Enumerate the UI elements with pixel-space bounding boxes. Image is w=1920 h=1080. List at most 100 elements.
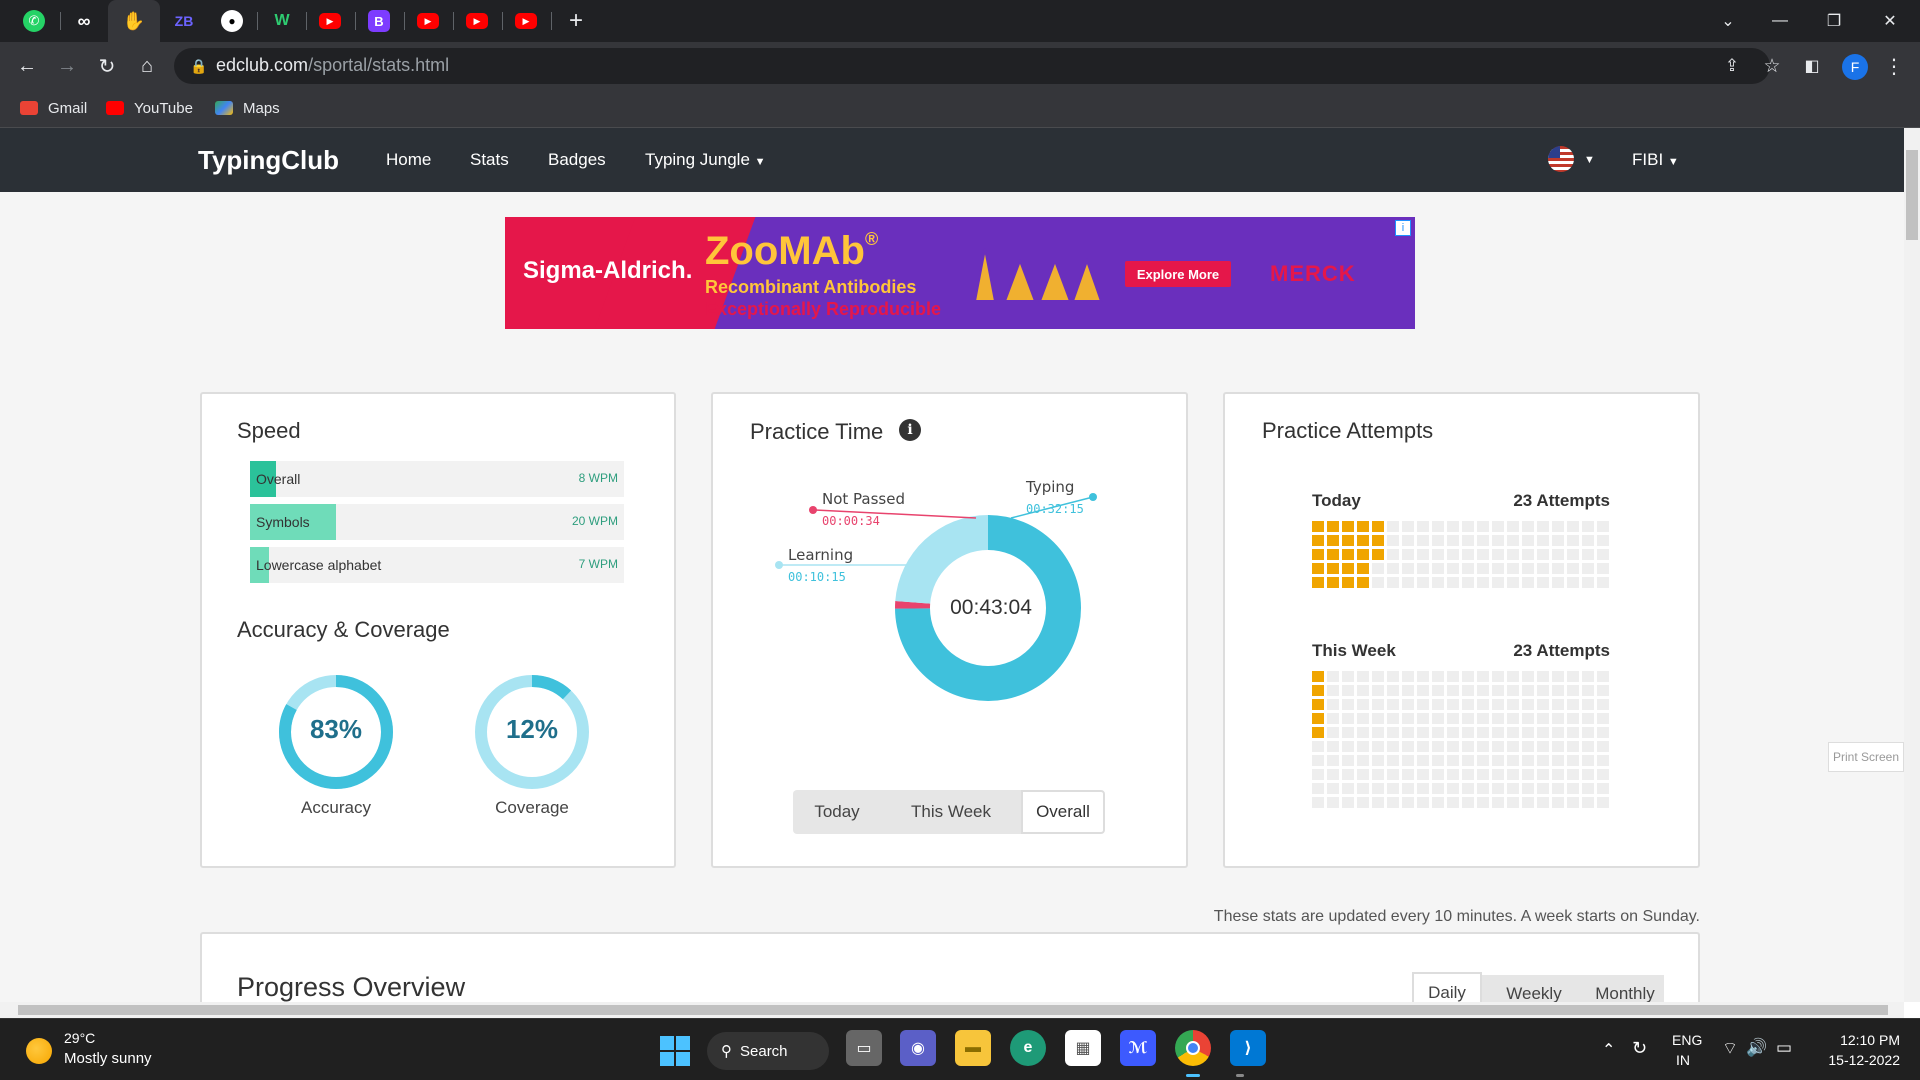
chevron-down-icon: ⌄	[1721, 13, 1735, 30]
attempt-cell	[1507, 521, 1519, 532]
ad-info-icon[interactable]: i	[1395, 220, 1411, 236]
attempt-cell	[1522, 671, 1534, 682]
taskbar-search[interactable]: ⚲ Search	[707, 1032, 829, 1070]
chrome-icon[interactable]	[1175, 1030, 1211, 1066]
new-tab-button[interactable]: +	[552, 0, 600, 42]
tab-overall[interactable]: Overall	[1021, 790, 1105, 834]
profile-avatar[interactable]: F	[1842, 54, 1868, 80]
practice-time-card	[711, 392, 1188, 868]
forward-button[interactable]: →	[51, 50, 83, 82]
donut-slice-learning[interactable]	[895, 515, 988, 604]
microsoft-store-icon[interactable]: ▦	[1065, 1030, 1101, 1066]
region-indicator[interactable]: IN	[1676, 1052, 1690, 1068]
clock-date[interactable]: 15-12-2022	[1828, 1052, 1900, 1068]
restore-button[interactable]: ❐	[1806, 0, 1862, 42]
tab-zb[interactable]: ZB	[160, 0, 208, 42]
weather-temp[interactable]: 29°C	[64, 1030, 96, 1046]
side-panel-button[interactable]: ◧	[1796, 50, 1828, 82]
task-view-icon[interactable]: ▭	[846, 1030, 882, 1066]
battery-icon[interactable]: ▭	[1776, 1038, 1793, 1057]
vertical-scrollbar[interactable]	[1904, 128, 1920, 1002]
tray-overflow-icon[interactable]: ⌃	[1602, 1042, 1616, 1059]
attempt-cell	[1492, 783, 1504, 794]
attempt-cell	[1402, 755, 1414, 766]
nav-stats[interactable]: Stats	[470, 150, 509, 169]
clock-time[interactable]: 12:10 PM	[1840, 1032, 1900, 1048]
tab-youtube-1[interactable]: ▶	[306, 0, 354, 42]
user-menu[interactable]: FIBI ▼	[1632, 150, 1679, 170]
tab-whatsapp[interactable]: ✆	[10, 0, 58, 42]
back-button[interactable]: ←	[11, 50, 43, 82]
vertical-scroll-thumb[interactable]	[1906, 150, 1918, 240]
home-button[interactable]: ⌂	[131, 50, 163, 82]
attempt-cell	[1552, 577, 1564, 588]
tab-youtube-4[interactable]: ▶	[502, 0, 550, 42]
ad-cta-button[interactable]: Explore More	[1125, 261, 1231, 287]
address-bar[interactable]	[174, 48, 1770, 84]
attempt-cell	[1537, 783, 1549, 794]
wifi-icon[interactable]: ⌔	[1722, 1039, 1738, 1058]
tab-github[interactable]: ●	[208, 0, 256, 42]
attempt-cell	[1312, 671, 1324, 682]
site-logo[interactable]: TypingClub	[198, 145, 340, 175]
horizontal-scroll-thumb[interactable]	[18, 1005, 1888, 1015]
attempt-cell	[1417, 797, 1429, 808]
attempt-cell	[1492, 699, 1504, 710]
attempt-cell	[1402, 797, 1414, 808]
youtube-icon: ▶	[515, 13, 537, 29]
attempt-cell	[1492, 755, 1504, 766]
attempt-cell	[1522, 521, 1534, 532]
nav-home[interactable]: Home	[386, 150, 432, 169]
windows-start-icon[interactable]	[660, 1036, 690, 1066]
tab-w[interactable]: W	[258, 0, 306, 42]
weather-sun-icon[interactable]	[26, 1038, 52, 1064]
attempt-cell	[1582, 521, 1594, 532]
tab-search-button[interactable]: ⌄	[1700, 0, 1756, 42]
edge-icon[interactable]: e	[1010, 1030, 1046, 1066]
ad-line1: Recombinant Antibodies	[705, 277, 917, 297]
tab-this-week[interactable]: This Week	[881, 790, 1021, 834]
share-button[interactable]: ⇪	[1716, 50, 1748, 82]
attempt-cell	[1552, 521, 1564, 532]
language-indicator[interactable]: ENG	[1672, 1032, 1703, 1048]
attempt-cell	[1432, 577, 1444, 588]
tab-today[interactable]: Today	[793, 790, 881, 834]
donut-slice-typing[interactable]	[895, 515, 1081, 701]
us-flag-icon[interactable]	[1548, 146, 1574, 172]
nav-badges[interactable]: Badges	[548, 150, 606, 169]
bookmark-gmail[interactable]: Gmail	[20, 94, 87, 122]
bookmark-maps[interactable]: Maps	[215, 94, 280, 122]
reload-button[interactable]: ↻	[91, 50, 123, 82]
search-icon: ⚲	[721, 1043, 732, 1060]
volume-icon[interactable]: 🔊	[1746, 1038, 1768, 1057]
attempt-cell	[1492, 563, 1504, 574]
menu-button[interactable]: ⋮	[1878, 50, 1910, 82]
minimize-button[interactable]: —	[1752, 0, 1808, 42]
bookmark-youtube[interactable]: YouTube	[106, 94, 193, 122]
sync-icon[interactable]: ↻	[1632, 1038, 1648, 1058]
bookmark-star-button[interactable]: ☆	[1756, 50, 1788, 82]
info-icon[interactable]: i	[899, 419, 921, 441]
attempt-cell	[1327, 671, 1339, 682]
tab-youtube-3[interactable]: ▶	[453, 0, 501, 42]
attempt-cell	[1327, 685, 1339, 696]
donut-slice-not-passed[interactable]	[895, 600, 931, 609]
print-screen-button[interactable]: Print Screen	[1828, 742, 1904, 772]
url-text[interactable]: edclub.com/sportal/stats.html	[216, 55, 449, 76]
app-icon[interactable]: ℳ	[1120, 1030, 1156, 1066]
close-window-button[interactable]: ✕	[1862, 0, 1918, 42]
attempt-cell	[1327, 563, 1339, 574]
tab-youtube-2[interactable]: ▶	[404, 0, 452, 42]
file-explorer-icon[interactable]: ▬	[955, 1030, 991, 1066]
teams-chat-icon[interactable]: ◉	[900, 1030, 936, 1066]
tab-b[interactable]: B	[355, 0, 403, 42]
nav-typing-jungle[interactable]: Typing Jungle ▼	[645, 150, 766, 170]
tab-typingclub[interactable]: ✋	[108, 0, 160, 42]
weather-desc[interactable]: Mostly sunny	[64, 1050, 152, 1067]
language-caret-icon[interactable]: ▼	[1584, 154, 1595, 166]
tab-infinity[interactable]: ∞	[60, 0, 108, 42]
attempt-cell	[1327, 797, 1339, 808]
ad-banner[interactable]: Sigma-Aldrich. ZooMAb® Recombinant Antib…	[505, 217, 1415, 329]
vscode-icon[interactable]: ⟩	[1230, 1030, 1266, 1066]
attempt-cell	[1357, 685, 1369, 696]
